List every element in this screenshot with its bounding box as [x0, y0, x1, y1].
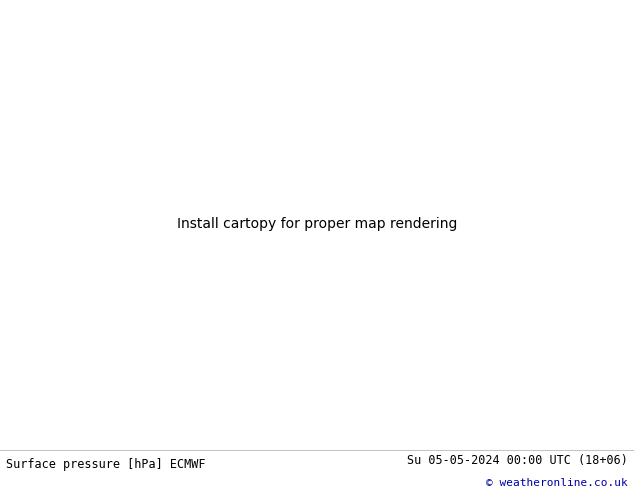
Text: Install cartopy for proper map rendering: Install cartopy for proper map rendering [177, 217, 457, 231]
Text: Su 05-05-2024 00:00 UTC (18+06): Su 05-05-2024 00:00 UTC (18+06) [407, 454, 628, 466]
Text: Surface pressure [hPa] ECMWF: Surface pressure [hPa] ECMWF [6, 458, 206, 471]
Text: © weatheronline.co.uk: © weatheronline.co.uk [486, 477, 628, 488]
